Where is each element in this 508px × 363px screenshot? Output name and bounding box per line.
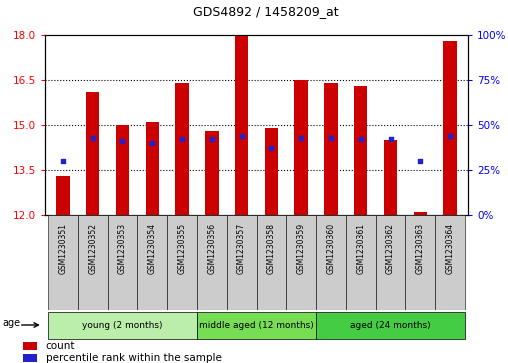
Point <box>59 158 67 164</box>
Point <box>148 140 156 146</box>
Text: GSM1230359: GSM1230359 <box>297 223 306 274</box>
Text: GSM1230358: GSM1230358 <box>267 223 276 274</box>
Bar <box>48 311 197 339</box>
Text: GSM1230351: GSM1230351 <box>58 223 68 274</box>
Text: middle aged (12 months): middle aged (12 months) <box>199 321 314 330</box>
Bar <box>265 128 278 215</box>
Bar <box>316 215 346 310</box>
Bar <box>384 140 397 215</box>
Point <box>357 136 365 142</box>
Text: percentile rank within the sample: percentile rank within the sample <box>46 353 221 363</box>
Text: GSM1230353: GSM1230353 <box>118 223 127 274</box>
Point <box>327 135 335 140</box>
Point <box>178 136 186 142</box>
Bar <box>137 215 167 310</box>
Bar <box>197 215 227 310</box>
Bar <box>235 35 248 215</box>
Bar <box>287 215 316 310</box>
Text: GSM1230352: GSM1230352 <box>88 223 97 274</box>
Bar <box>56 176 70 215</box>
Text: young (2 months): young (2 months) <box>82 321 163 330</box>
Text: GSM1230364: GSM1230364 <box>446 223 455 274</box>
Point <box>446 133 454 139</box>
Bar <box>227 215 257 310</box>
Bar <box>78 215 108 310</box>
Point <box>267 146 275 151</box>
Bar <box>205 131 218 215</box>
Text: GSM1230361: GSM1230361 <box>356 223 365 274</box>
Text: aged (24 months): aged (24 months) <box>350 321 431 330</box>
Text: GSM1230357: GSM1230357 <box>237 223 246 274</box>
Text: count: count <box>46 342 75 351</box>
Bar <box>116 125 129 215</box>
Text: GDS4892 / 1458209_at: GDS4892 / 1458209_at <box>193 5 339 18</box>
Bar <box>414 212 427 215</box>
Text: GSM1230360: GSM1230360 <box>327 223 335 274</box>
Bar <box>435 215 465 310</box>
Bar <box>175 83 189 215</box>
Bar <box>108 215 137 310</box>
Bar <box>145 122 159 215</box>
Bar <box>443 41 457 215</box>
Text: GSM1230354: GSM1230354 <box>148 223 157 274</box>
Bar <box>405 215 435 310</box>
Point <box>238 133 246 139</box>
Point <box>387 136 395 142</box>
Text: GSM1230363: GSM1230363 <box>416 223 425 274</box>
Bar <box>346 215 375 310</box>
Bar <box>375 215 405 310</box>
Text: GSM1230356: GSM1230356 <box>207 223 216 274</box>
Bar <box>22 354 37 362</box>
Bar <box>197 311 316 339</box>
Point <box>297 135 305 140</box>
Point <box>416 158 424 164</box>
Bar <box>167 215 197 310</box>
Text: age: age <box>2 318 20 329</box>
Bar <box>48 215 78 310</box>
Bar <box>22 342 37 350</box>
Bar <box>86 92 100 215</box>
Point <box>88 135 97 140</box>
Bar <box>354 86 367 215</box>
Text: GSM1230355: GSM1230355 <box>177 223 186 274</box>
Bar <box>324 83 338 215</box>
Text: GSM1230362: GSM1230362 <box>386 223 395 274</box>
Point <box>208 136 216 142</box>
Bar <box>316 311 465 339</box>
Bar <box>257 215 287 310</box>
Bar <box>295 80 308 215</box>
Point <box>118 138 126 144</box>
